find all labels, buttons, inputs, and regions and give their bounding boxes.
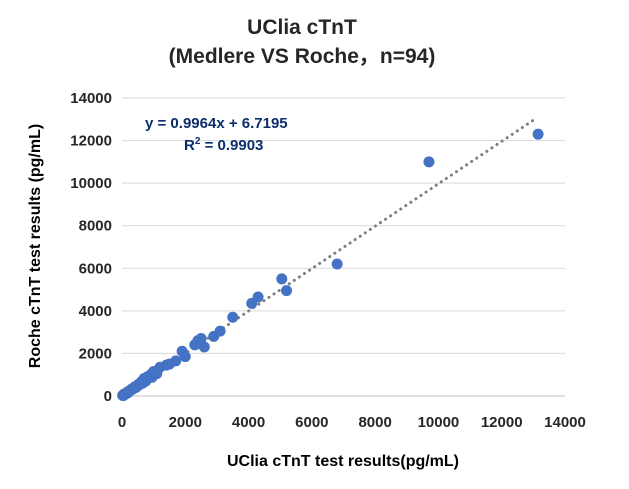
- x-tick-label: 4000: [232, 414, 265, 431]
- y-tick-label: 6000: [79, 260, 112, 277]
- y-axis-title: Roche cTnT test results (pg/mL): [27, 124, 44, 368]
- y-tick-label: 14000: [70, 90, 112, 107]
- y-tick-label: 2000: [79, 345, 112, 362]
- x-tick-label: 2000: [169, 414, 202, 431]
- data-point: [214, 325, 226, 337]
- data-point: [195, 333, 207, 345]
- x-tick-label: 6000: [295, 414, 328, 431]
- x-tick-label: 14000: [544, 414, 586, 431]
- x-tick-label: 0: [118, 414, 126, 431]
- data-point: [532, 128, 544, 140]
- trendline-equation: y = 0.9964x + 6.7195: [145, 115, 288, 132]
- r-squared-prefix: R: [184, 137, 195, 154]
- data-points: [117, 128, 544, 402]
- tick-labels: 0 2000 4000 6000 8000 10000 12000 14000 0 2000 400…: [70, 90, 586, 431]
- data-point: [276, 273, 288, 285]
- x-tick-label: 12000: [481, 414, 523, 431]
- trendline: [120, 116, 539, 398]
- data-point: [331, 258, 343, 270]
- y-tick-label: 10000: [70, 175, 112, 192]
- chart-subtitle: (Medlere VS Roche，n=94): [169, 45, 436, 68]
- r-squared-value: = 0.9903: [200, 137, 263, 154]
- chart-title: UClia cTnT: [247, 16, 357, 39]
- y-tick-label: 12000: [70, 133, 112, 150]
- r-squared-superscript: 2: [195, 136, 201, 147]
- data-point: [423, 156, 435, 168]
- r-squared-label: R2 = 0.9903: [184, 136, 263, 154]
- data-point: [227, 311, 239, 323]
- gridlines: [122, 97, 565, 354]
- x-tick-label: 10000: [418, 414, 460, 431]
- data-point: [252, 291, 264, 303]
- data-point: [198, 341, 210, 353]
- trendline-group: [120, 116, 539, 398]
- x-axis-title: UClia cTnT test results(pg/mL): [227, 453, 459, 470]
- y-tick-label: 8000: [79, 218, 112, 235]
- y-tick-label: 4000: [79, 303, 112, 320]
- data-point: [179, 351, 191, 363]
- x-tick-label: 8000: [358, 414, 391, 431]
- data-point: [281, 285, 293, 297]
- data-point: [170, 355, 182, 367]
- y-tick-label: 0: [104, 388, 112, 405]
